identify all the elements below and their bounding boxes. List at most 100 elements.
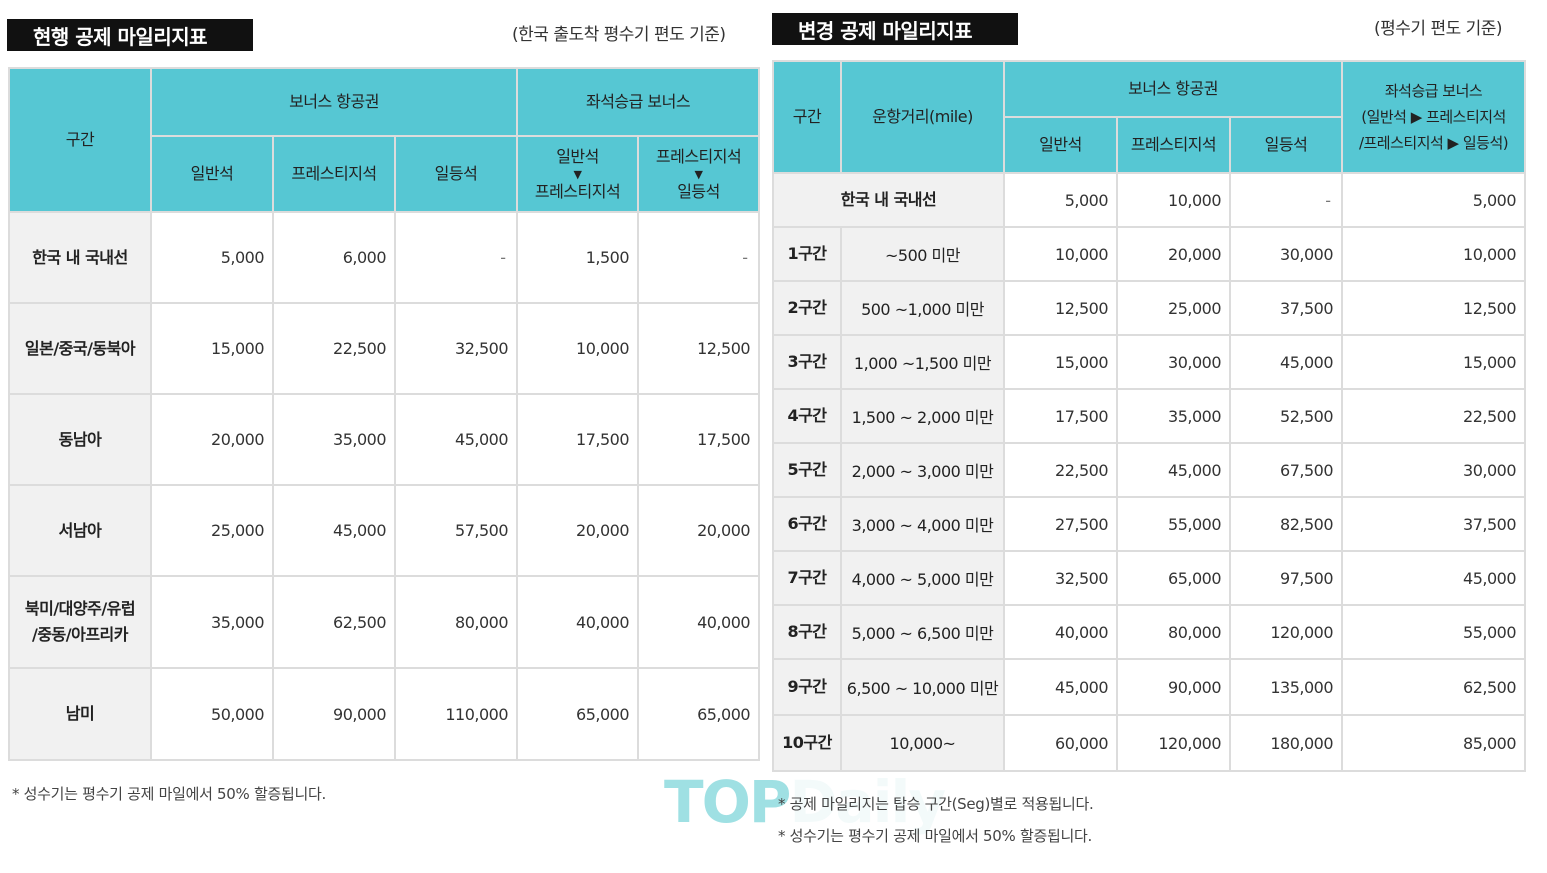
- prestige-cell: 120,000: [1116, 714, 1231, 772]
- upgrade-cell: 22,500: [1341, 388, 1527, 444]
- watermark-rest: Daily: [789, 768, 946, 836]
- upgrade-to-label: 일등석: [677, 181, 720, 201]
- first-cell: 32,500: [393, 302, 519, 395]
- table-row: 5구간 2,000 ~ 3,000 미만 22,500 45,000 67,50…: [772, 442, 1527, 498]
- upgrade1-cell: 17,500: [516, 393, 640, 486]
- header-first: 일등석: [393, 135, 519, 213]
- prestige-cell: 62,500: [272, 575, 396, 669]
- upgrade-cell: 62,500: [1341, 658, 1527, 716]
- upgrade-cell: 10,000: [1341, 226, 1527, 282]
- first-cell: 110,000: [393, 667, 519, 761]
- economy-cell: 45,000: [1003, 658, 1118, 716]
- first-cell: 180,000: [1228, 714, 1344, 772]
- distance-cell: 6,500 ~ 10,000 미만: [840, 658, 1005, 716]
- header-prestige: 프레스티지석: [1116, 116, 1231, 174]
- upgrade-cell: 85,000: [1341, 714, 1527, 772]
- changed-footnote-2: * 성수기는 평수기 공제 마일에서 50% 할증됩니다.: [778, 827, 1092, 845]
- zone-cell: 6구간: [772, 496, 842, 552]
- prestige-cell: 80,000: [1116, 604, 1231, 660]
- economy-cell: 12,500: [1003, 280, 1118, 336]
- changed-mileage-table: 구간 운항거리(mile) 보너스 항공권 좌석승급 보너스 (일반석 ▶ 프레…: [772, 60, 1527, 772]
- table-row: 동남아 20,000 35,000 45,000 17,500 17,500: [8, 393, 761, 486]
- upgrade2-cell: 17,500: [637, 393, 761, 486]
- zone-cell: 1구간: [772, 226, 842, 282]
- table-row: 1구간 ~500 미만 10,000 20,000 30,000 10,000: [772, 226, 1527, 282]
- zone-cell: 한국 내 국내선: [8, 211, 152, 304]
- economy-cell: 17,500: [1003, 388, 1118, 444]
- header-bonus-ticket: 보너스 항공권: [1002, 60, 1344, 118]
- watermark-main: TOP: [664, 768, 791, 836]
- upgrade-cell: 5,000: [1341, 172, 1527, 228]
- first-cell: 45,000: [1228, 334, 1344, 390]
- upgrade-cell: 55,000: [1341, 604, 1527, 660]
- upgrade-to-label: 프레스티지석: [534, 181, 621, 201]
- table-row: 한국 내 국내선 5,000 6,000 - 1,500 -: [8, 211, 761, 304]
- table-row: 10구간 10,000~ 60,000 120,000 180,000 85,0…: [772, 714, 1527, 772]
- prestige-cell: 22,500: [272, 302, 396, 395]
- changed-table-title: 변경 공제 마일리지표: [772, 13, 1018, 45]
- zone-line-1: 북미/대양주/유럽: [24, 599, 136, 619]
- upgrade-cell: 45,000: [1341, 550, 1527, 606]
- upgrade1-cell: 20,000: [516, 484, 640, 577]
- zone-cell: 3구간: [772, 334, 842, 390]
- first-cell: 37,500: [1228, 280, 1344, 336]
- upgrade-cell: 12,500: [1341, 280, 1527, 336]
- zone-cell: 4구간: [772, 388, 842, 444]
- zone-cell: 10구간: [772, 714, 842, 772]
- current-mileage-table: 구간 보너스 항공권 좌석승급 보너스 일반석 프레스티지석 일등석 일반석 ▼…: [8, 67, 761, 761]
- first-cell: 52,500: [1228, 388, 1344, 444]
- prestige-cell: 90,000: [272, 667, 396, 761]
- header-economy: 일반석: [150, 135, 274, 213]
- economy-cell: 5,000: [1003, 172, 1118, 228]
- upgrade2-cell: 12,500: [637, 302, 761, 395]
- watermark-logo: TOPDaily: [664, 768, 946, 836]
- first-cell: 97,500: [1228, 550, 1344, 606]
- upgrade-from-label: 프레스티지석: [655, 146, 742, 166]
- zone-cell: 남미: [8, 667, 152, 761]
- upgrade-line-2: (일반석 ▶ 프레스티지석: [1361, 107, 1506, 126]
- table-row: 남미 50,000 90,000 110,000 65,000 65,000: [8, 667, 761, 761]
- down-arrow-icon: ▼: [694, 167, 703, 181]
- prestige-cell: 45,000: [1116, 442, 1231, 498]
- upgrade-line-1: 좌석승급 보너스: [1384, 81, 1483, 100]
- distance-cell: ~500 미만: [840, 226, 1005, 282]
- upgrade1-cell: 65,000: [516, 667, 640, 761]
- distance-cell: 10,000~: [840, 714, 1005, 772]
- changed-footnote-1: * 공제 마일리지는 탑승 구간(Seg)별로 적용됩니다.: [778, 795, 1094, 813]
- header-economy: 일반석: [1003, 116, 1118, 174]
- upgrade1-cell: 10,000: [516, 302, 640, 395]
- economy-cell: 40,000: [1003, 604, 1118, 660]
- first-cell: 135,000: [1228, 658, 1344, 716]
- upgrade-cell: 30,000: [1341, 442, 1527, 498]
- prestige-cell: 10,000: [1116, 172, 1231, 228]
- zone-cell: 2구간: [772, 280, 842, 336]
- economy-cell: 22,500: [1003, 442, 1118, 498]
- economy-cell: 27,500: [1003, 496, 1118, 552]
- down-arrow-icon: ▼: [573, 167, 582, 181]
- zone-line-2: /중동/아프리카: [31, 625, 129, 644]
- prestige-cell: 6,000: [272, 211, 396, 304]
- table-row: 9구간 6,500 ~ 10,000 미만 45,000 90,000 135,…: [772, 658, 1527, 716]
- economy-cell: 10,000: [1003, 226, 1118, 282]
- upgrade1-cell: 1,500: [516, 211, 640, 304]
- header-distance: 운항거리(mile): [840, 60, 1005, 174]
- zone-cell: 5구간: [772, 442, 842, 498]
- header-upgrade-economy-prestige: 일반석 ▼ 프레스티지석: [516, 135, 640, 213]
- economy-cell: 5,000: [150, 211, 274, 304]
- zone-cell: 한국 내 국내선: [772, 172, 1005, 228]
- header-prestige: 프레스티지석: [272, 135, 396, 213]
- first-cell: 30,000: [1228, 226, 1344, 282]
- upgrade2-cell: 40,000: [637, 575, 761, 669]
- economy-cell: 35,000: [150, 575, 274, 669]
- economy-cell: 25,000: [150, 484, 274, 577]
- prestige-cell: 45,000: [272, 484, 396, 577]
- prestige-cell: 35,000: [272, 393, 396, 486]
- distance-cell: 2,000 ~ 3,000 미만: [840, 442, 1005, 498]
- distance-cell: 5,000 ~ 6,500 미만: [840, 604, 1005, 660]
- upgrade2-cell: 20,000: [637, 484, 761, 577]
- header-bonus-ticket: 보너스 항공권: [149, 67, 519, 137]
- zone-cell: 북미/대양주/유럽 /중동/아프리카: [8, 575, 152, 669]
- first-cell: 67,500: [1228, 442, 1344, 498]
- first-cell: -: [1228, 172, 1344, 228]
